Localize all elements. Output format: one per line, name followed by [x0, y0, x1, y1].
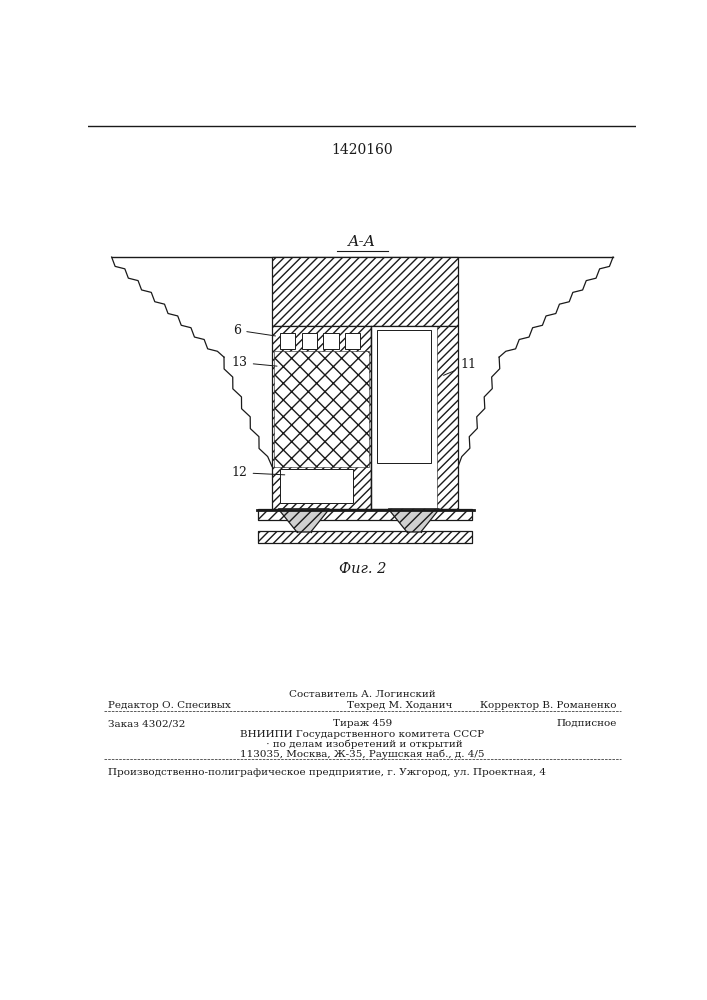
- Text: · по делам изобретений и открытий: · по делам изобретений и открытий: [262, 740, 462, 749]
- Bar: [272, 326, 371, 509]
- Text: 11: 11: [443, 358, 477, 375]
- Text: 13: 13: [232, 356, 277, 369]
- Polygon shape: [388, 509, 440, 532]
- Bar: [371, 326, 458, 509]
- Bar: [280, 333, 296, 349]
- Bar: [272, 326, 371, 509]
- Bar: [301, 333, 317, 349]
- Bar: [258, 531, 472, 543]
- Bar: [258, 531, 472, 543]
- Text: Редактор О. Спесивых: Редактор О. Спесивых: [107, 701, 230, 710]
- Text: 113035, Москва, Ж-35, Раушская наб., д. 4/5: 113035, Москва, Ж-35, Раушская наб., д. …: [240, 750, 484, 759]
- Bar: [258, 509, 472, 520]
- Bar: [323, 333, 339, 349]
- Text: 12: 12: [232, 466, 285, 479]
- Bar: [274, 351, 369, 466]
- Text: Составитель А. Логинский: Составитель А. Логинский: [289, 690, 436, 699]
- Text: Подписное: Подписное: [556, 719, 617, 728]
- Bar: [437, 326, 458, 509]
- Text: 6: 6: [233, 324, 276, 337]
- Bar: [345, 333, 361, 349]
- Bar: [258, 509, 472, 520]
- Text: Заказ 4302/32: Заказ 4302/32: [107, 719, 185, 728]
- Text: А-А: А-А: [349, 235, 376, 249]
- Text: Производственно-полиграфическое предприятие, г. Ужгород, ул. Проектная, 4: Производственно-полиграфическое предприя…: [107, 768, 546, 777]
- Bar: [272, 257, 458, 326]
- Bar: [272, 257, 458, 326]
- Bar: [280, 469, 354, 503]
- Text: Корректор В. Романенко: Корректор В. Романенко: [481, 701, 617, 710]
- Bar: [378, 330, 431, 463]
- Text: ВНИИПИ Государственного комитета СССР: ВНИИПИ Государственного комитета СССР: [240, 730, 484, 739]
- Text: 1420160: 1420160: [332, 143, 393, 157]
- Text: Тираж 459: Тираж 459: [333, 719, 392, 728]
- Text: Техред М. Ходанич: Техред М. Ходанич: [347, 701, 452, 710]
- Text: Фиг. 2: Фиг. 2: [339, 562, 386, 576]
- Polygon shape: [279, 509, 329, 532]
